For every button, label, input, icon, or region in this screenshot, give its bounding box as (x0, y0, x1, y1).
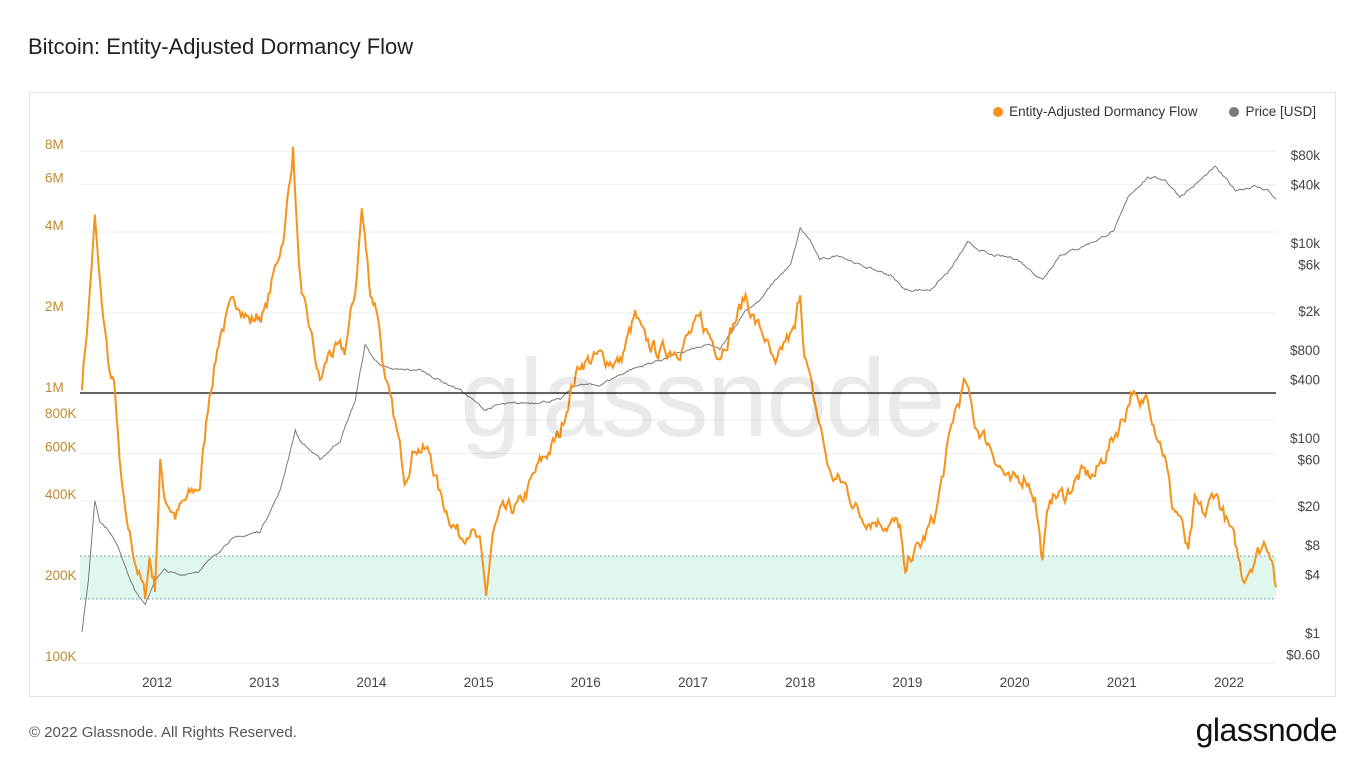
right-axis-tick-label: $800 (1290, 343, 1320, 358)
right-axis-tick-label: $8 (1305, 538, 1320, 553)
legend: Entity-Adjusted Dormancy Flow Price [USD… (993, 104, 1316, 119)
right-axis-tick-label: $400 (1290, 372, 1320, 387)
x-axis-tick-label: 2018 (785, 675, 815, 690)
watermark: glassnode (460, 337, 945, 460)
right-axis-tick-label: $0.60 (1286, 648, 1320, 663)
highlight-band (80, 556, 1276, 599)
right-axis-tick-label: $100 (1290, 431, 1320, 446)
legend-label: Entity-Adjusted Dormancy Flow (1009, 104, 1198, 119)
right-axis-tick-label: $60 (1297, 453, 1320, 468)
x-axis-tick-label: 2014 (356, 675, 387, 690)
left-axis-tick-label: 2M (45, 299, 64, 314)
copyright: © 2022 Glassnode. All Rights Reserved. (29, 724, 297, 741)
x-axis-tick-label: 2020 (1000, 675, 1030, 690)
left-axis-tick-label: 100K (45, 649, 77, 664)
left-axis-tick-label: 400K (45, 487, 77, 502)
price-dot-icon (1229, 106, 1240, 117)
right-axis-tick-label: $20 (1297, 499, 1320, 514)
dormancy-flow-series-line (81, 146, 1278, 599)
x-axis-tick-label: 2015 (464, 675, 494, 690)
right-axis-tick-label: $1 (1305, 626, 1320, 641)
right-axis-tick-label: $4 (1305, 567, 1321, 582)
right-axis-tick-label: $80k (1291, 148, 1321, 163)
left-axis-tick-label: 8M (45, 137, 64, 152)
x-axis-tick-label: 2012 (142, 675, 172, 690)
flow-dot-icon (993, 106, 1004, 117)
right-axis-tick-label: $40k (1291, 177, 1321, 192)
x-axis-tick-label: 2021 (1107, 675, 1137, 690)
left-axis-tick-label: 800K (45, 406, 77, 421)
legend-item-price[interactable]: Price [USD] (1229, 104, 1316, 119)
x-axis-tick-label: 2013 (249, 675, 279, 690)
right-axis-tick-label: $6k (1298, 258, 1320, 273)
left-axis-tick-label: 6M (45, 171, 64, 186)
right-axis-tick-label: $10k (1291, 236, 1321, 251)
left-axis-tick-label: 1M (45, 380, 64, 395)
x-axis-tick-label: 2017 (678, 675, 708, 690)
x-axis-tick-label: 2019 (892, 675, 922, 690)
glassnode-logo: glassnode (1195, 712, 1338, 748)
x-axis-tick-label: 2022 (1214, 675, 1244, 690)
x-axis-tick-label: 2016 (571, 675, 601, 690)
legend-item-flow[interactable]: Entity-Adjusted Dormancy Flow (993, 104, 1197, 119)
left-axis-tick-label: 600K (45, 440, 77, 455)
left-axis-tick-label: 200K (45, 568, 77, 583)
right-axis-tick-label: $2k (1298, 304, 1320, 319)
chart-card (29, 92, 1336, 697)
legend-label: Price [USD] (1245, 104, 1316, 119)
price-series-line (81, 165, 1277, 633)
chart-title: Bitcoin: Entity-Adjusted Dormancy Flow (28, 34, 414, 59)
left-axis-tick-label: 4M (45, 218, 64, 233)
